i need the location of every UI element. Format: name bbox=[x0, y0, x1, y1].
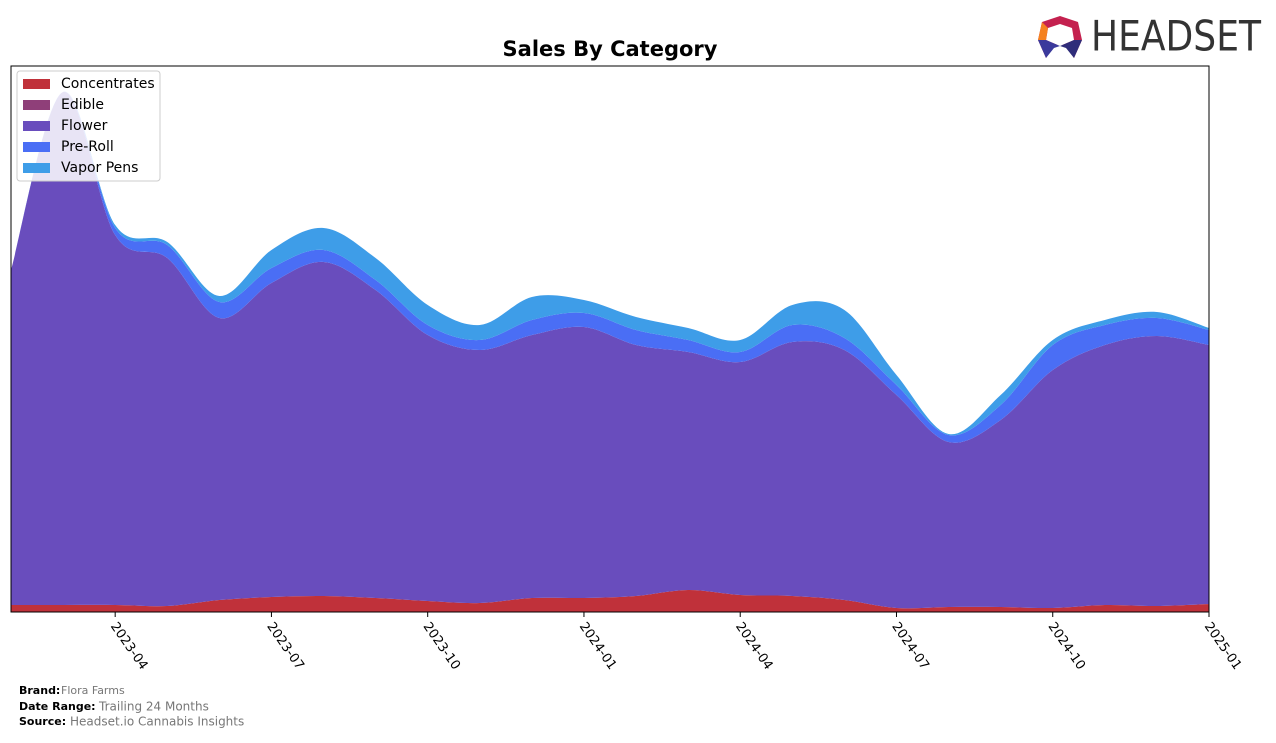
x-tick-label: 2023-04 bbox=[107, 620, 150, 673]
footer-label: Brand: bbox=[19, 684, 60, 697]
x-tick-label: 2024-01 bbox=[576, 620, 619, 673]
logo-part bbox=[1038, 22, 1048, 40]
legend-label: Concentrates bbox=[61, 76, 155, 92]
legend-swatch bbox=[23, 100, 50, 110]
plot-frame bbox=[10, 65, 1210, 613]
logo-hole bbox=[1046, 24, 1074, 46]
logo-text: HEADSET bbox=[1091, 12, 1261, 61]
areas bbox=[11, 91, 1209, 612]
logo: HEADSET bbox=[1038, 12, 1261, 61]
x-tick-label: 2023-10 bbox=[420, 620, 463, 673]
legend-box bbox=[16, 70, 161, 182]
footer-value: Headset.io Cannabis Insights bbox=[70, 715, 244, 729]
legend-swatch bbox=[23, 142, 50, 152]
legend-label: Pre-Roll bbox=[61, 139, 114, 155]
area bbox=[11, 589, 1209, 612]
legend-swatch bbox=[23, 121, 50, 131]
legend: Concentrates Edible Flower Pre-Roll Vapor Pe… bbox=[16, 70, 161, 182]
logo-part bbox=[1060, 40, 1082, 58]
legend-swatch bbox=[23, 79, 50, 89]
footer-value: Trailing 24 Months bbox=[98, 700, 209, 714]
footer: Brand: Flora Farms Date Range: Trailing … bbox=[19, 684, 244, 729]
chart-title: Sales By Category bbox=[503, 37, 718, 61]
footer-label: Date Range: bbox=[19, 700, 96, 713]
x-tick-label: 2023-07 bbox=[263, 620, 306, 673]
legend-label: Vapor Pens bbox=[61, 160, 138, 176]
legend-label: Flower bbox=[61, 118, 108, 134]
x-tick-label: 2024-10 bbox=[1045, 620, 1088, 673]
x-tick-label: 2024-04 bbox=[732, 620, 775, 673]
logo-part bbox=[1038, 40, 1060, 58]
footer-label: Source: bbox=[19, 715, 66, 728]
x-tick-label: 2024-07 bbox=[888, 620, 931, 673]
legend-swatch bbox=[23, 163, 50, 173]
x-tick-label: 2025-01 bbox=[1201, 620, 1244, 673]
area bbox=[11, 91, 1209, 609]
footer-value: Flora Farms bbox=[61, 684, 125, 697]
legend-label: Edible bbox=[61, 97, 104, 113]
